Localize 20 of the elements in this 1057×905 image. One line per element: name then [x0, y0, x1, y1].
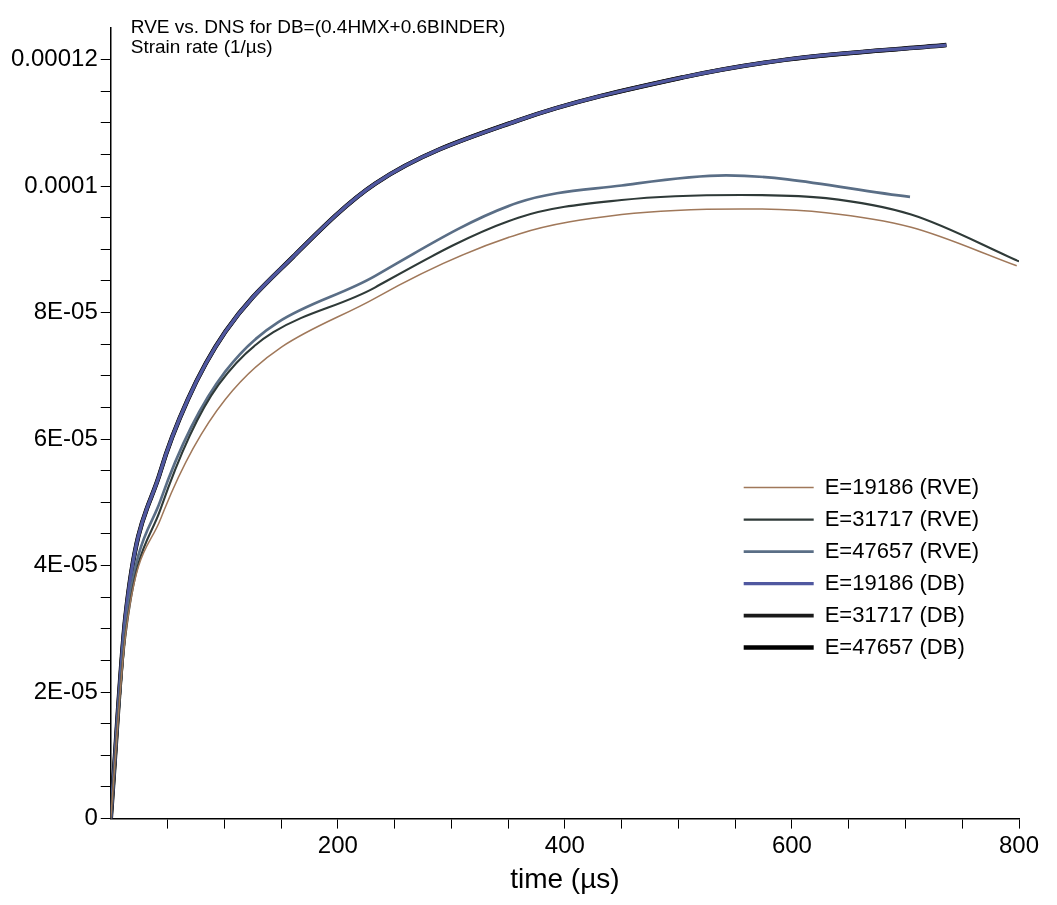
x-tick-label: 400	[544, 830, 585, 858]
y-tick-label: 8E-05	[33, 297, 98, 325]
x-tick-label: 600	[771, 830, 812, 858]
legend-label: E=31717 (RVE)	[824, 505, 980, 531]
legend-label: E=31717 (DB)	[824, 601, 965, 627]
y-tick-label: 0.0001	[24, 170, 98, 198]
y-tick-label: 2E-05	[33, 676, 98, 704]
legend-label: E=47657 (DB)	[824, 633, 965, 659]
y-tick-label: 6E-05	[33, 423, 98, 451]
x-tick-label: 800	[998, 830, 1040, 858]
legend-label: E=19186 (DB)	[824, 569, 965, 595]
chart-title: RVE vs. DNS for DB=(0.4HMX+0.6BINDER)	[130, 15, 506, 37]
legend-label: E=19186 (RVE)	[824, 473, 980, 499]
y-tick-label: 0.00012	[10, 44, 98, 72]
y-tick-label: 4E-05	[33, 550, 98, 578]
x-axis-title: time (µs)	[510, 862, 620, 894]
x-tick-label: 200	[317, 830, 358, 858]
legend-label: E=47657 (RVE)	[824, 537, 980, 563]
y-axis-title: Strain rate (1/µs)	[130, 35, 273, 57]
y-tick-label: 0	[84, 803, 98, 831]
